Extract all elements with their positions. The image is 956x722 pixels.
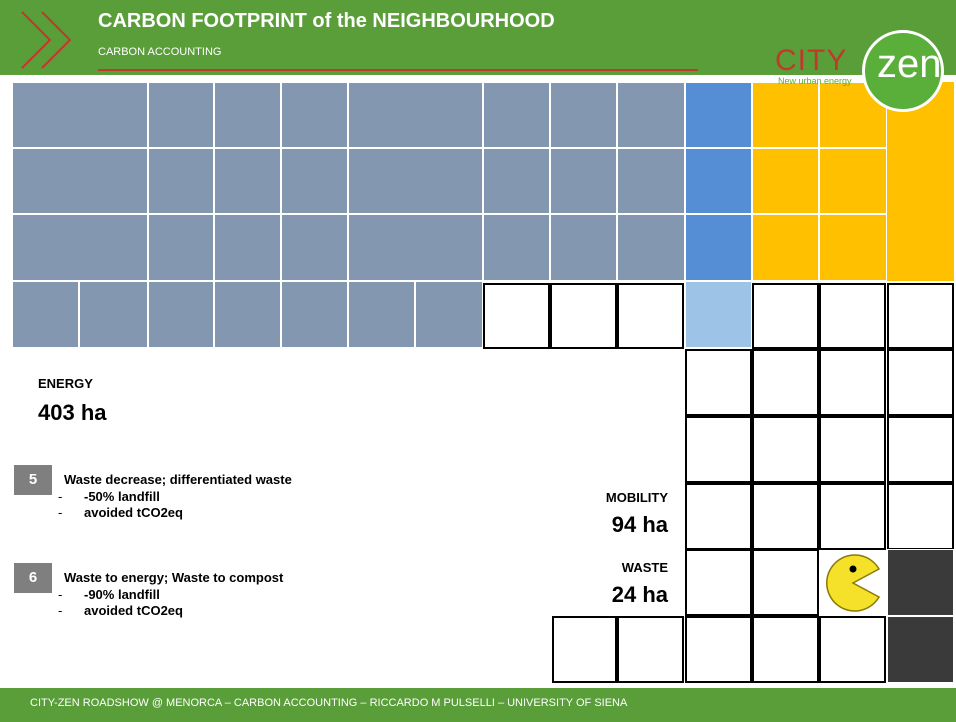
header-bar xyxy=(0,0,956,75)
chevrons xyxy=(21,11,72,69)
grid-cell xyxy=(148,214,214,281)
grid-cell xyxy=(550,283,617,349)
grid-cell xyxy=(752,616,819,683)
grid-cell xyxy=(887,82,954,281)
grid-cell xyxy=(552,616,617,683)
grid-cell xyxy=(483,214,550,281)
grid-cell xyxy=(752,549,819,616)
action-title: Waste decrease; differentiated waste xyxy=(64,472,292,487)
logo-city: CITY xyxy=(775,44,848,77)
grid-cell xyxy=(887,349,954,416)
grid-cell xyxy=(483,283,550,349)
waste-label: WASTE xyxy=(621,560,668,575)
grid-cell xyxy=(819,483,886,550)
grid-cell xyxy=(214,281,281,348)
grid-cell xyxy=(887,616,954,683)
grid-cell xyxy=(550,82,617,148)
grid-cell xyxy=(752,416,819,483)
grid-cell xyxy=(550,214,617,281)
grid-cell xyxy=(819,416,886,483)
waste-value: 24 ha xyxy=(611,582,668,607)
action-item: avoided tCO2eq xyxy=(58,505,292,521)
footer-bar xyxy=(0,688,956,722)
grid-cell xyxy=(819,616,886,683)
grid-cell xyxy=(214,82,281,148)
grid-cell xyxy=(12,82,148,148)
grid-cell xyxy=(617,616,684,683)
grid-cell xyxy=(148,148,214,214)
grid-cell xyxy=(12,281,79,348)
grid-cell xyxy=(685,214,752,281)
grid-cell xyxy=(348,148,483,214)
grid-cell xyxy=(281,82,348,148)
grid-cell xyxy=(819,349,886,416)
grid-cell xyxy=(752,82,819,148)
grid-cell xyxy=(617,214,685,281)
grid-cell xyxy=(214,214,281,281)
action: Waste decrease; differentiated waste -50%… xyxy=(58,472,292,521)
grid-cell xyxy=(281,214,348,281)
action-number: 6 xyxy=(14,563,52,593)
grid-cell xyxy=(12,214,148,281)
grid-cell xyxy=(79,281,148,348)
grid-cell xyxy=(148,281,214,348)
grid-cell xyxy=(819,82,887,148)
grid-cell xyxy=(685,416,752,483)
grid-cell xyxy=(685,148,752,214)
logo-zen: zen xyxy=(877,42,942,86)
action-item: -50% landfill xyxy=(58,489,292,505)
grid-cell xyxy=(685,82,752,148)
energy-label: ENERGY xyxy=(38,376,93,391)
grid-cell xyxy=(617,283,684,349)
header-rule xyxy=(98,69,698,71)
grid-cell xyxy=(617,148,685,214)
grid-cell xyxy=(483,148,550,214)
grid-cell xyxy=(819,283,886,349)
pacman xyxy=(823,553,883,613)
grid-cell xyxy=(752,349,819,416)
energy-value: 403 ha xyxy=(38,400,107,425)
action-title: Waste to energy; Waste to compost xyxy=(64,570,284,585)
grid-cell xyxy=(685,549,752,616)
grid-cell xyxy=(887,416,954,483)
grid-cell xyxy=(148,82,214,148)
grid-cell xyxy=(483,82,550,148)
grid-cell xyxy=(214,148,281,214)
footer: CITY-ZEN ROADSHOW @ MENORCA – CARBON ACC… xyxy=(30,697,628,709)
grid-cell xyxy=(819,148,887,214)
action-item: -90% landfill xyxy=(58,587,283,603)
action: Waste to energy; Waste to compost -90% la… xyxy=(58,570,284,619)
grid-cell xyxy=(685,483,752,550)
title: CARBON FOOTPRINT of the NEIGHBOURHOOD xyxy=(98,10,555,32)
logo-circle xyxy=(862,30,944,112)
grid-cell xyxy=(348,281,415,348)
grid-cell xyxy=(887,283,954,349)
grid-cell xyxy=(685,281,752,348)
grid-cell xyxy=(752,148,819,214)
grid-cell xyxy=(887,483,954,550)
subtitle: CARBON ACCOUNTING xyxy=(98,46,222,58)
action-number: 5 xyxy=(14,465,52,495)
grid-cell xyxy=(348,214,483,281)
action-item: avoided tCO2eq xyxy=(58,603,283,619)
grid-cell xyxy=(617,82,685,148)
grid-cell xyxy=(819,214,887,281)
mobility-value: 94 ha xyxy=(611,512,668,537)
grid-cell xyxy=(887,549,954,616)
grid-cell xyxy=(752,214,819,281)
grid-cell xyxy=(685,349,752,416)
grid-cell xyxy=(281,281,348,348)
grid-cell xyxy=(348,82,483,148)
logo-tagline: New urban energy xyxy=(778,76,852,86)
mobility-label: MOBILITY xyxy=(605,490,668,505)
grid-cell xyxy=(550,148,617,214)
grid-cell xyxy=(281,148,348,214)
grid-cell xyxy=(752,283,819,349)
grid-cell xyxy=(415,281,483,348)
grid-cell xyxy=(752,483,819,550)
grid-cell xyxy=(685,616,752,683)
grid-cell xyxy=(12,148,148,214)
